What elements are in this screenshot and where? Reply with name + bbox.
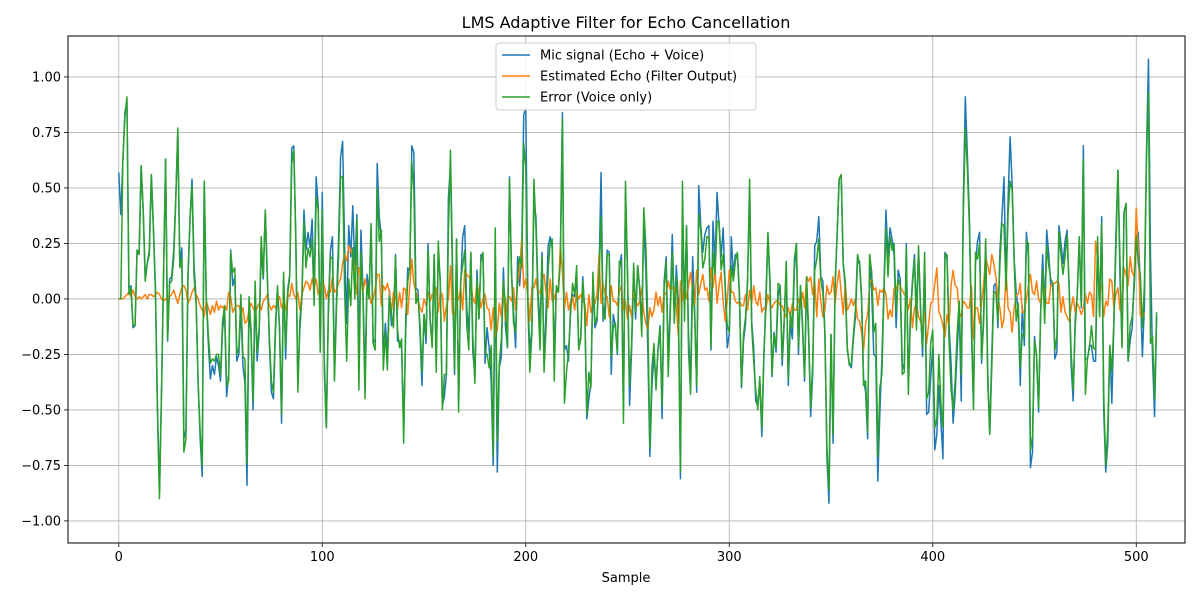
- x-tick-label: 200: [513, 550, 538, 565]
- y-tick-label: 0.75: [32, 126, 61, 141]
- series-line: [118, 91, 1158, 500]
- legend-box: [495, 42, 757, 111]
- x-tick-label: 400: [920, 550, 945, 565]
- x-tick-label: 0: [115, 550, 123, 565]
- x-tick-label: 500: [1124, 550, 1149, 565]
- x-axis-title: Sample: [602, 571, 651, 586]
- y-tick-label: 0.00: [32, 292, 61, 307]
- y-tick-label: −0.50: [21, 403, 61, 418]
- legend-label: Mic signal (Echo + Voice): [540, 49, 704, 64]
- plot-frame: [67, 35, 1186, 544]
- legend: Mic signal (Echo + Voice) Estimated Echo …: [495, 42, 757, 111]
- axis-ticks: 0 100 200 300 400 500 −1.00 −0.75 −0.50 −0.25 0.00…: [21, 70, 1149, 565]
- series-lines: [118, 58, 1158, 504]
- legend-label: Error (Voice only): [540, 91, 652, 106]
- y-tick-label: −1.00: [21, 514, 61, 529]
- legend-label: Estimated Echo (Filter Output): [540, 70, 737, 85]
- y-tick-label: 1.00: [32, 70, 61, 85]
- x-tick-label: 300: [717, 550, 742, 565]
- y-tick-label: 0.25: [32, 237, 61, 252]
- x-tick-label: 100: [310, 550, 335, 565]
- y-tick-label: −0.75: [21, 459, 61, 474]
- y-tick-label: 0.50: [32, 181, 61, 196]
- y-tick-label: −0.25: [21, 348, 61, 363]
- chart-title: LMS Adaptive Filter for Echo Cancellatio…: [462, 13, 791, 32]
